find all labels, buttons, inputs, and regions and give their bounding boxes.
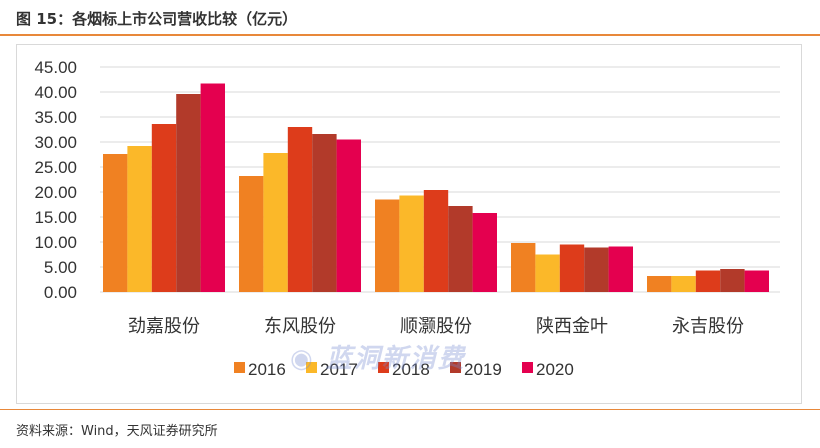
bar-2016 (375, 199, 400, 292)
bar-2019 (720, 269, 745, 292)
bar-2019 (176, 94, 201, 292)
x-tick-label: 永吉股份 (672, 316, 744, 337)
x-tick-label: 陕西金叶 (536, 316, 608, 337)
x-tick-label: 顺灏股份 (400, 316, 472, 337)
bar-2016 (239, 176, 264, 292)
bar-2016 (103, 154, 128, 292)
bar-2020 (608, 246, 633, 292)
legend-swatch-2018 (378, 362, 389, 373)
legend-swatch-2020 (522, 362, 533, 373)
bar-2018 (423, 190, 449, 292)
y-tick-label: 40.00 (34, 83, 77, 102)
bar-2018 (151, 124, 177, 292)
bar-2020 (200, 83, 225, 292)
bar-2017 (535, 254, 560, 292)
y-tick-label: 30.00 (34, 133, 77, 152)
title-divider (0, 34, 820, 36)
y-tick-label: 5.00 (44, 258, 77, 277)
y-tick-label: 20.00 (34, 183, 77, 202)
chart-frame (16, 44, 802, 404)
y-tick-label: 0.00 (44, 283, 77, 302)
bar-2016 (511, 243, 536, 292)
x-tick-label: 东风股份 (264, 316, 336, 337)
y-tick-label: 15.00 (34, 208, 77, 227)
figure-title: 图 15：各烟标上市公司营收比较（亿元） (16, 10, 298, 28)
legend-label: 2019 (464, 360, 502, 379)
legend-label: 2020 (536, 360, 574, 379)
bar-2017 (671, 276, 696, 292)
y-tick-label: 25.00 (34, 158, 77, 177)
bar-2018 (559, 244, 585, 292)
bar-2019 (312, 134, 337, 292)
y-tick-label: 35.00 (34, 108, 77, 127)
watermark-logo: ◉ 蓝洞新消费 (290, 344, 466, 374)
bar-2018 (695, 270, 721, 292)
legend-swatch-2019 (450, 362, 461, 373)
bar-2019 (448, 206, 473, 292)
legend-swatch-2017 (306, 362, 317, 373)
legend-label: 2017 (320, 360, 358, 379)
x-tick-label: 劲嘉股份 (128, 316, 200, 337)
legend-swatch-2016 (234, 362, 245, 373)
y-tick-label: 10.00 (34, 233, 77, 252)
bar-2018 (287, 127, 313, 292)
source-note: 资料来源：Wind，天风证券研究所 (16, 424, 218, 439)
y-tick-label: 45.00 (34, 58, 77, 77)
bar-2020 (744, 270, 769, 292)
bar-2017 (399, 195, 424, 292)
bar-2017 (263, 153, 288, 292)
bar-2017 (127, 146, 152, 292)
legend-label: 2016 (248, 360, 286, 379)
footer-divider (0, 409, 820, 410)
bar-2020 (336, 139, 361, 292)
bar-2019 (584, 247, 609, 292)
bar-2016 (647, 276, 672, 292)
bar-2020 (472, 213, 497, 292)
legend-label: 2018 (392, 360, 430, 379)
